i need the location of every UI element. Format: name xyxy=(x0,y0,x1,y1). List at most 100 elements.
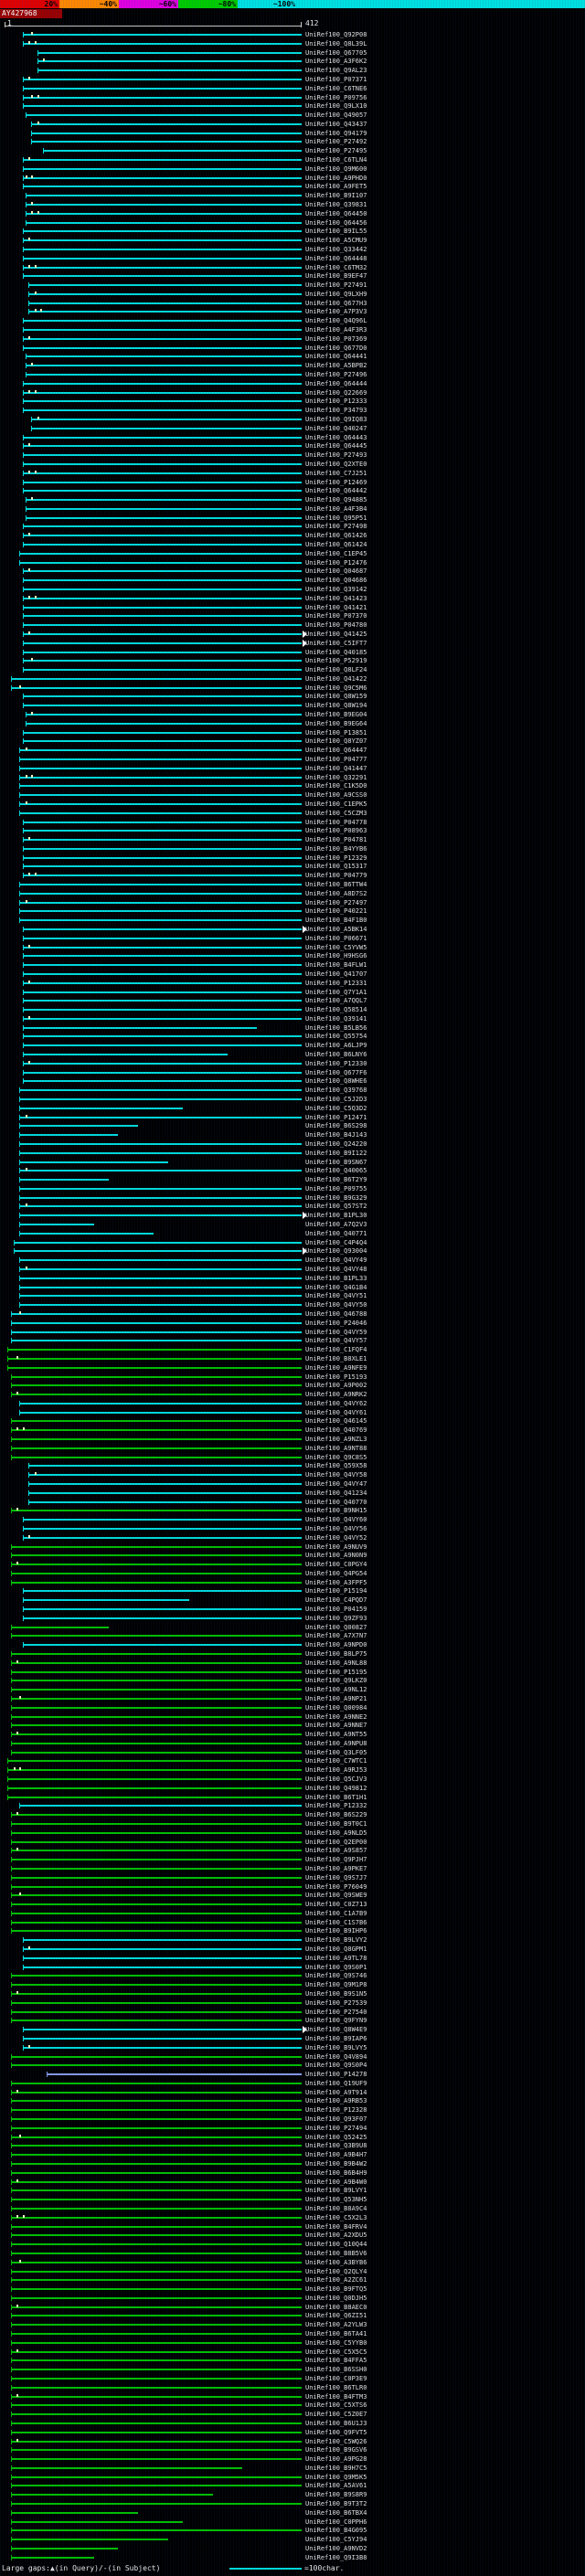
hit-bar[interactable] xyxy=(28,1500,302,1503)
hit-label[interactable]: UniRef100_C0PGY4 xyxy=(305,1561,367,1569)
hit-row[interactable]: UniRef100_C1A7B9 xyxy=(0,1909,585,1918)
hit-label[interactable]: UniRef100_P08963 xyxy=(305,827,367,835)
hit-label[interactable]: UniRef100_C5X5C5 xyxy=(305,2348,367,2356)
hit-bar[interactable] xyxy=(19,1142,302,1145)
hit-row[interactable]: UniRef100_Q9AL23 xyxy=(0,66,585,75)
hit-row[interactable]: UniRef100_A3FPF5 xyxy=(0,1578,585,1587)
hit-bar[interactable] xyxy=(22,856,302,859)
hit-bar[interactable] xyxy=(19,1232,154,1235)
hit-bar[interactable] xyxy=(10,677,302,680)
hit-row[interactable]: UniRef100_A9NRK2 xyxy=(0,1390,585,1399)
hit-label[interactable]: UniRef100_P15193 xyxy=(305,1373,367,1381)
hit-row[interactable]: UniRef100_Q93004 xyxy=(0,1246,585,1256)
hit-row[interactable]: UniRef100_B6U1J3 xyxy=(0,2419,585,2428)
hit-bar[interactable] xyxy=(10,2296,302,2299)
hit-label[interactable]: UniRef100_B5LB56 xyxy=(305,1023,367,1032)
hit-row[interactable]: UniRef100_P06671 xyxy=(0,934,585,943)
hit-label[interactable]: UniRef100_P27497 xyxy=(305,898,367,906)
hit-label[interactable]: UniRef100_Q3LF05 xyxy=(305,1748,367,1756)
hit-row[interactable]: UniRef100_Q94179 xyxy=(0,129,585,138)
hit-label[interactable]: UniRef100_B8LP75 xyxy=(305,1649,367,1658)
hit-bar[interactable] xyxy=(22,1080,302,1083)
hit-bar[interactable] xyxy=(22,955,302,958)
hit-row[interactable]: UniRef100_P15194 xyxy=(0,1586,585,1595)
hit-label[interactable]: UniRef100_Q9I3B8 xyxy=(305,2553,367,2561)
hit-row[interactable]: UniRef100_B9LVY1 xyxy=(0,2186,585,2195)
hit-row[interactable]: UniRef100_Q2XTE0 xyxy=(0,460,585,469)
hit-label[interactable]: UniRef100_B9NH15 xyxy=(305,1507,367,1515)
hit-label[interactable]: UniRef100_P07371 xyxy=(305,75,367,83)
hit-row[interactable]: UniRef100_Q9FVT5 xyxy=(0,2428,585,2437)
hit-label[interactable]: UniRef100_A9NNE2 xyxy=(305,1712,367,1721)
hit-label[interactable]: UniRef100_A3F6K2 xyxy=(305,58,367,66)
hit-bar[interactable] xyxy=(25,204,302,206)
hit-bar[interactable] xyxy=(19,1116,302,1118)
hit-label[interactable]: UniRef100_P04778 xyxy=(305,818,367,826)
hit-label[interactable]: UniRef100_Q8GPM1 xyxy=(305,1945,367,1954)
hit-row[interactable]: UniRef100_Q40065 xyxy=(0,1166,585,1175)
hit-row[interactable]: UniRef100_Q677H3 xyxy=(0,299,585,308)
hit-row[interactable]: UniRef100_Q8WHE6 xyxy=(0,1076,585,1086)
hit-row[interactable]: UniRef100_B6TLR0 xyxy=(0,2383,585,2392)
hit-row[interactable]: UniRef100_B9SN67 xyxy=(0,1158,585,1167)
hit-bar[interactable] xyxy=(10,2234,302,2237)
hit-row[interactable]: UniRef100_A3F6K2 xyxy=(0,57,585,66)
hit-bar[interactable] xyxy=(10,2547,118,2549)
hit-bar[interactable] xyxy=(22,1536,302,1539)
hit-label[interactable]: UniRef100_C1A7B9 xyxy=(305,1909,367,1917)
hit-label[interactable]: UniRef100_P27494 xyxy=(305,2124,367,2132)
hit-row[interactable]: UniRef100_A7P3V3 xyxy=(0,307,585,316)
hit-row[interactable]: UniRef100_Q8LF24 xyxy=(0,665,585,674)
hit-bar[interactable] xyxy=(22,275,302,278)
hit-bar[interactable] xyxy=(31,418,302,420)
hit-row[interactable]: UniRef100_B8AEC0 xyxy=(0,2303,585,2312)
hit-label[interactable]: UniRef100_Q33442 xyxy=(305,245,367,253)
hit-label[interactable]: UniRef100_Q5CJV3 xyxy=(305,1776,367,1784)
hit-row[interactable]: UniRef100_Q6ZI51 xyxy=(0,2311,585,2320)
hit-label[interactable]: UniRef100_A9NL12 xyxy=(305,1686,367,1694)
hit-label[interactable]: UniRef100_Q40770 xyxy=(305,1498,367,1506)
hit-row[interactable]: UniRef100_P12329 xyxy=(0,853,585,863)
hit-bar[interactable] xyxy=(22,865,302,868)
hit-bar[interactable] xyxy=(19,749,302,752)
hit-bar[interactable] xyxy=(10,1930,302,1933)
hit-row[interactable]: UniRef100_B6TTW4 xyxy=(0,880,585,889)
hit-bar[interactable] xyxy=(10,2503,302,2506)
hit-bar[interactable] xyxy=(10,2458,302,2461)
hit-bar[interactable] xyxy=(13,1250,302,1253)
hit-label[interactable]: UniRef100_Q64442 xyxy=(305,487,367,495)
hit-row[interactable]: UniRef100_Q61426 xyxy=(0,531,585,540)
hit-bar[interactable] xyxy=(10,2440,302,2443)
hit-label[interactable]: UniRef100_Q9FYN9 xyxy=(305,2017,367,2025)
hit-bar[interactable] xyxy=(10,1447,302,1449)
hit-bar[interactable] xyxy=(10,1840,302,1843)
hit-label[interactable]: UniRef100_Q9LX10 xyxy=(305,102,367,111)
hit-bar[interactable] xyxy=(10,1321,302,1324)
hit-label[interactable]: UniRef100_P04780 xyxy=(305,621,367,630)
hit-bar[interactable] xyxy=(10,686,302,689)
hit-label[interactable]: UniRef100_B6T2Y9 xyxy=(305,1176,367,1184)
hit-row[interactable]: UniRef100_C1EPK5 xyxy=(0,800,585,809)
hit-row[interactable]: UniRef100_B4FFA5 xyxy=(0,2356,585,2365)
hit-bar[interactable] xyxy=(10,1689,302,1691)
hit-row[interactable]: UniRef100_P52919 xyxy=(0,656,585,665)
hit-row[interactable]: UniRef100_Q41421 xyxy=(0,603,585,612)
hit-row[interactable]: UniRef100_A3BYB6 xyxy=(0,2258,585,2267)
hit-label[interactable]: UniRef100_Q55754 xyxy=(305,1033,367,1041)
hit-bar[interactable] xyxy=(10,2064,302,2067)
hit-row[interactable]: UniRef100_A9CSS0 xyxy=(0,790,585,800)
hit-label[interactable]: UniRef100_A5BPB2 xyxy=(305,362,367,370)
hit-bar[interactable] xyxy=(19,1151,302,1154)
hit-bar[interactable] xyxy=(22,1956,302,1959)
hit-row[interactable]: UniRef100_Q43437 xyxy=(0,120,585,129)
hit-row[interactable]: UniRef100_B4FTM3 xyxy=(0,2392,585,2401)
hit-label[interactable]: UniRef100_A9S857 xyxy=(305,1847,367,1855)
hit-row[interactable]: UniRef100_Q64447 xyxy=(0,746,585,755)
hit-label[interactable]: UniRef100_Q64456 xyxy=(305,218,367,227)
hit-row[interactable]: UniRef100_Q9PJH7 xyxy=(0,1855,585,1864)
hit-row[interactable]: UniRef100_A9NP21 xyxy=(0,1694,585,1703)
hit-bar[interactable] xyxy=(22,660,302,663)
hit-bar[interactable] xyxy=(7,1357,302,1360)
hit-row[interactable]: UniRef100_B8XLE1 xyxy=(0,1354,585,1363)
hit-row[interactable]: UniRef100_Q9M5K5 xyxy=(0,2473,585,2482)
